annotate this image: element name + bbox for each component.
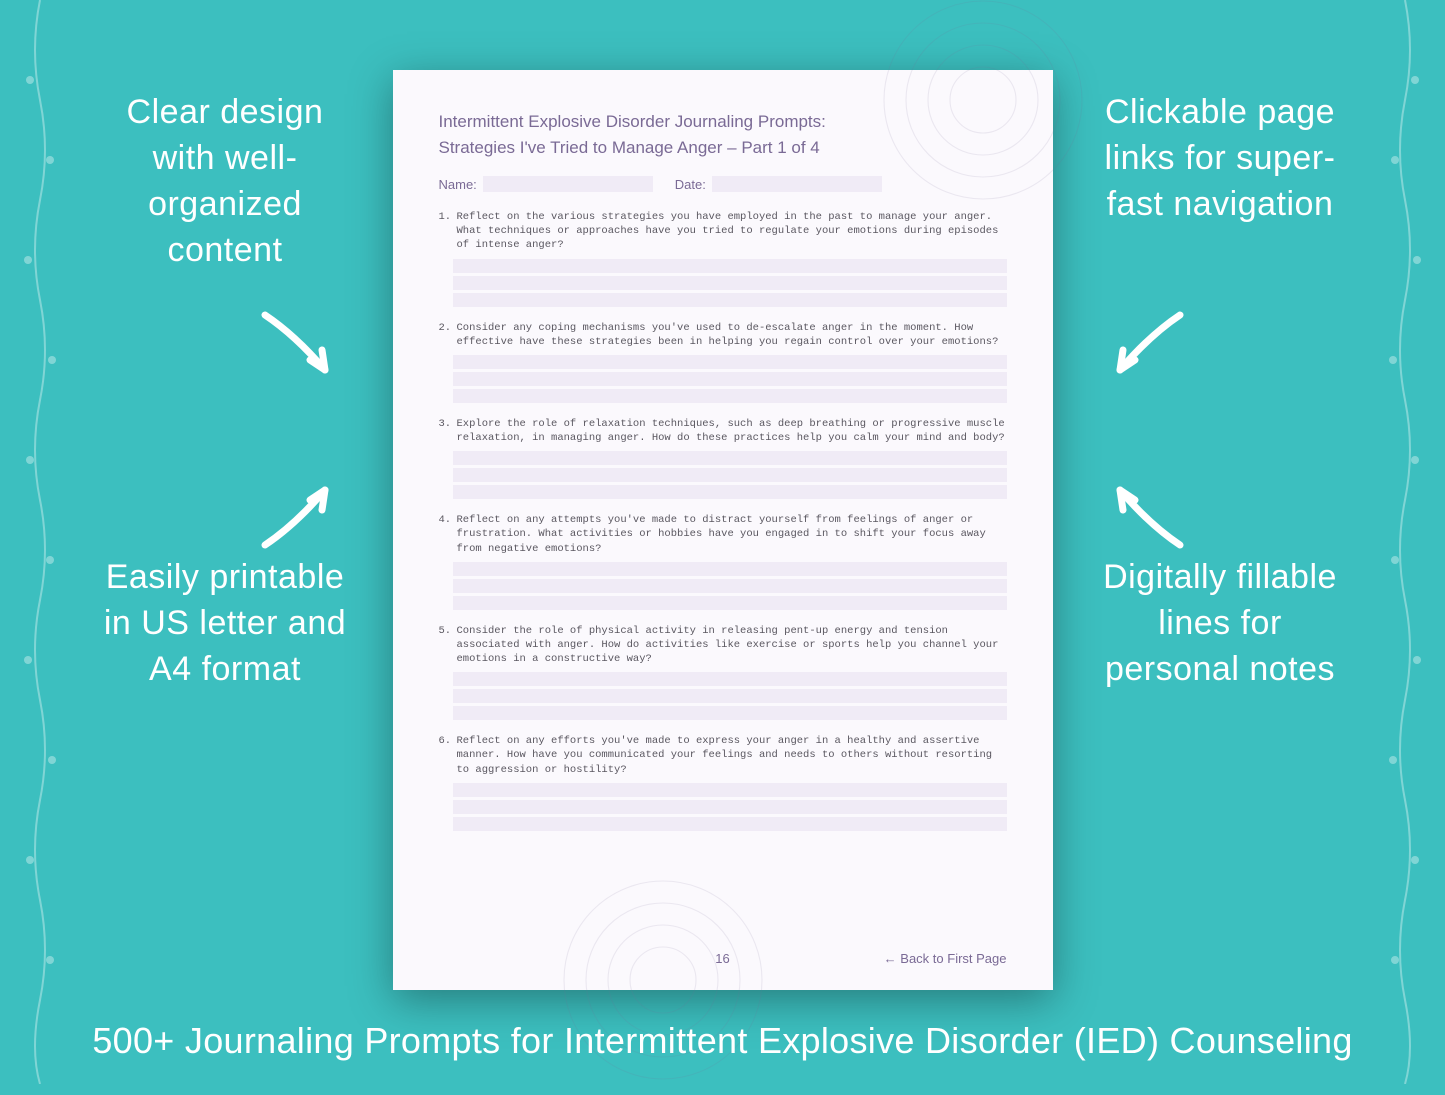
callout-top-right: Clickable page links for super-fast navi…: [1090, 90, 1350, 228]
prompt-item: 4.Reflect on any attempts you've made to…: [439, 513, 1007, 610]
fill-line[interactable]: [453, 672, 1007, 686]
fill-line[interactable]: [453, 468, 1007, 482]
callout-bottom-right: Digitally fillable lines for personal no…: [1090, 555, 1350, 693]
prompt-text: Reflect on any attempts you've made to d…: [457, 513, 1007, 556]
fill-line[interactable]: [453, 293, 1007, 307]
callout-top-left: Clear design with well-organized content: [95, 90, 355, 274]
prompt-number: 4.: [439, 513, 453, 556]
fill-line[interactable]: [453, 689, 1007, 703]
prompt-item: 5.Consider the role of physical activity…: [439, 624, 1007, 721]
name-label: Name:: [439, 177, 477, 192]
page-number: 16: [715, 951, 729, 966]
name-input[interactable]: [483, 176, 653, 192]
prompt-text: Consider the role of physical activity i…: [457, 624, 1007, 667]
vine-decoration-right: [1375, 0, 1435, 1084]
fill-line[interactable]: [453, 389, 1007, 403]
prompt-number: 5.: [439, 624, 453, 667]
date-input[interactable]: [712, 176, 882, 192]
page-footer: 16 ← Back to First Page: [439, 951, 1007, 966]
prompt-text: Consider any coping mechanisms you've us…: [457, 321, 1007, 349]
prompt-item: 1.Reflect on the various strategies you …: [439, 210, 1007, 307]
prompt-item: 3.Explore the role of relaxation techniq…: [439, 417, 1007, 499]
arrow-icon-tr: [1095, 300, 1195, 400]
fill-line[interactable]: [453, 451, 1007, 465]
prompt-number: 3.: [439, 417, 453, 445]
fill-line[interactable]: [453, 259, 1007, 273]
fill-line[interactable]: [453, 817, 1007, 831]
prompt-item: 2.Consider any coping mechanisms you've …: [439, 321, 1007, 403]
vine-decoration-left: [10, 0, 70, 1084]
fill-line[interactable]: [453, 800, 1007, 814]
fill-line[interactable]: [453, 783, 1007, 797]
fill-line[interactable]: [453, 562, 1007, 576]
document-page: Intermittent Explosive Disorder Journali…: [393, 70, 1053, 990]
fill-line[interactable]: [453, 485, 1007, 499]
fill-line[interactable]: [453, 579, 1007, 593]
fill-line[interactable]: [453, 276, 1007, 290]
fill-line[interactable]: [453, 596, 1007, 610]
prompt-number: 6.: [439, 734, 453, 777]
prompt-number: 2.: [439, 321, 453, 349]
fill-line[interactable]: [453, 706, 1007, 720]
arrow-icon-bl: [250, 460, 350, 560]
prompt-text: Reflect on the various strategies you ha…: [457, 210, 1007, 253]
prompt-text: Explore the role of relaxation technique…: [457, 417, 1007, 445]
prompt-item: 6.Reflect on any efforts you've made to …: [439, 734, 1007, 831]
fill-line[interactable]: [453, 372, 1007, 386]
callout-bottom-left: Easily printable in US letter and A4 for…: [95, 555, 355, 693]
mandala-decoration-tr: [873, 0, 1093, 210]
prompts-list: 1.Reflect on the various strategies you …: [439, 210, 1007, 831]
date-label: Date:: [675, 177, 706, 192]
arrow-icon-br: [1095, 460, 1195, 560]
bottom-banner: 500+ Journaling Prompts for Intermittent…: [0, 1020, 1445, 1062]
prompt-number: 1.: [439, 210, 453, 253]
fill-line[interactable]: [453, 355, 1007, 369]
prompt-text: Reflect on any efforts you've made to ex…: [457, 734, 1007, 777]
arrow-icon-tl: [250, 300, 350, 400]
back-link[interactable]: ← Back to First Page: [884, 951, 1007, 966]
